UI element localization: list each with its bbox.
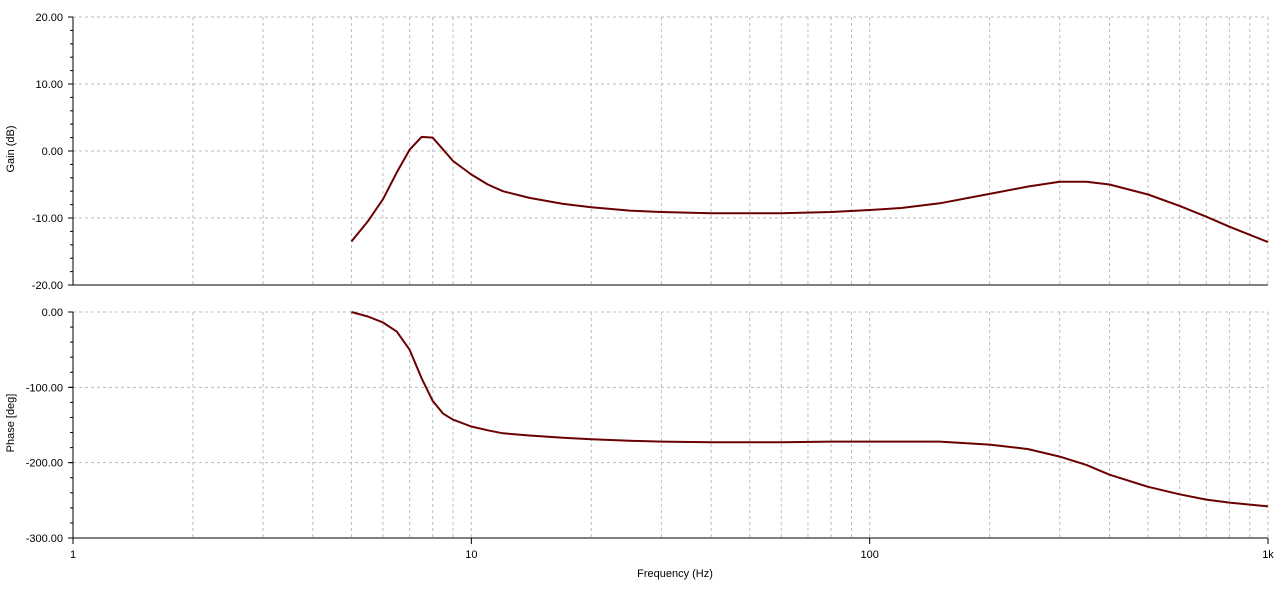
x-tick-label: 100 — [860, 549, 878, 561]
y-tick-label: -200.00 — [26, 458, 63, 470]
gain-panel: 20.00 10.00 0.00 -10.00 -20.00 — [32, 12, 1269, 292]
y-tick-label: -300.00 — [26, 533, 63, 545]
y-tick-label: -20.00 — [32, 280, 63, 292]
y-tick-label: 0.00 — [42, 307, 63, 319]
x-tick-label: 1k — [1262, 549, 1274, 561]
phase-axis-title: Phase [deg] — [5, 394, 17, 453]
y-tick-label: -100.00 — [26, 382, 63, 394]
y-tick-label: 20.00 — [35, 12, 63, 24]
frequency-axis-title: Frequency (Hz) — [637, 568, 713, 580]
y-tick-label: 10.00 — [35, 79, 63, 91]
series-line — [350, 135, 1269, 244]
y-tick-label: 0.00 — [42, 146, 63, 158]
x-tick-label: 10 — [465, 549, 477, 561]
y-tick-label: -10.00 — [32, 213, 63, 225]
phase-panel: 0.00 -100.00 -200.00 -300.00 1 10 100 1k — [26, 307, 1275, 561]
series-line — [351, 311, 1269, 508]
x-tick-label: 1 — [70, 549, 76, 561]
gain-axis-title: Gain (dB) — [5, 125, 17, 172]
